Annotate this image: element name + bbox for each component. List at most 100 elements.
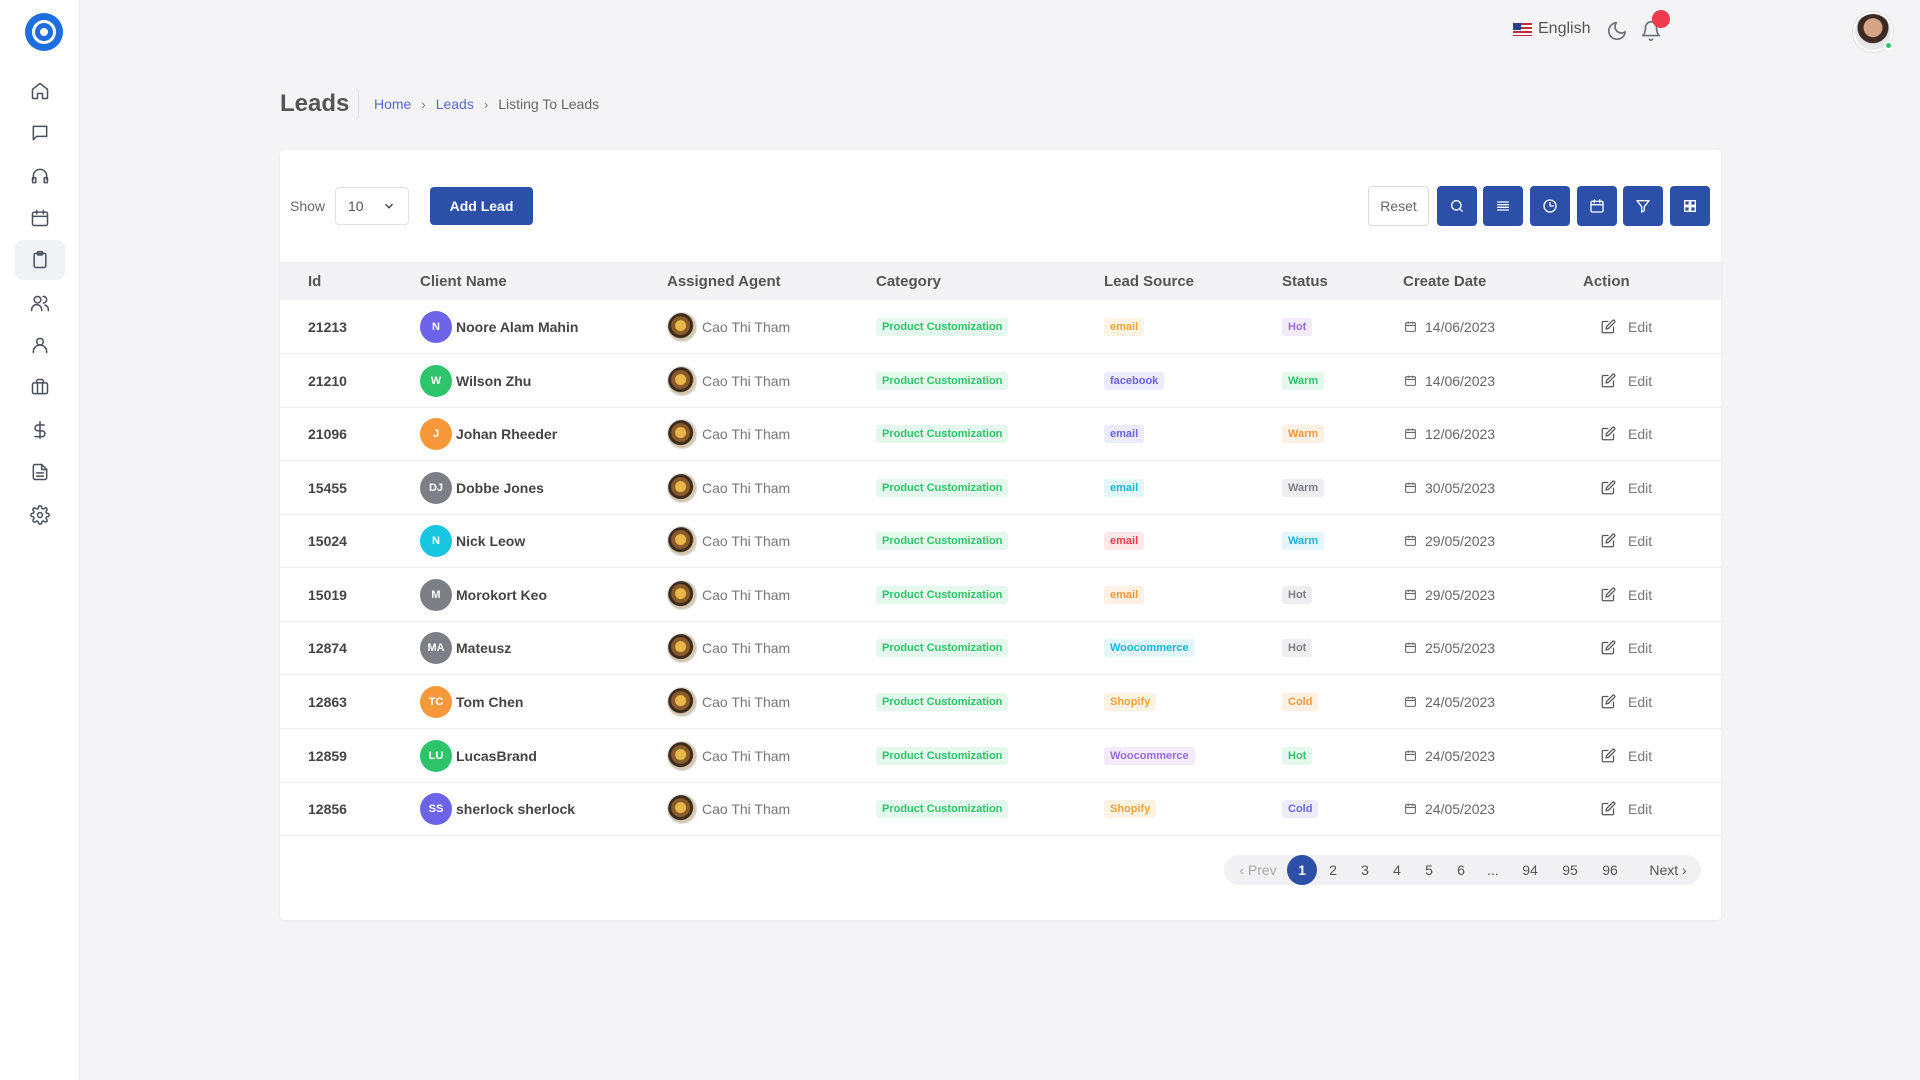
agent-cell: Cao Thi Tham xyxy=(667,300,790,353)
theme-toggle[interactable] xyxy=(1606,20,1628,42)
search-button[interactable] xyxy=(1437,186,1477,226)
sidebar-item-teams[interactable] xyxy=(15,283,65,323)
sidebar-item-chat[interactable] xyxy=(15,113,65,153)
page-button-5[interactable]: 5 xyxy=(1425,862,1433,878)
client-name[interactable]: Johan Rheeder xyxy=(456,425,558,442)
lead-id: 12859 xyxy=(308,747,347,764)
history-button[interactable] xyxy=(1530,186,1570,226)
client-name[interactable]: LucasBrand xyxy=(456,747,537,764)
table-row[interactable]: 21213 N Noore Alam Mahin Cao Thi Tham Pr… xyxy=(280,300,1721,354)
col-assigned-agent[interactable]: Assigned Agent xyxy=(667,273,781,290)
leads-card: Show 10 Add Lead Reset Id Client Name As… xyxy=(280,150,1721,920)
client-name[interactable]: Nick Leow xyxy=(456,532,526,549)
create-date: 24/05/2023 xyxy=(1425,693,1496,710)
filter-button[interactable] xyxy=(1623,186,1663,226)
edit-button[interactable]: Edit xyxy=(1601,729,1652,782)
category-badge: Product Customization xyxy=(876,478,1009,497)
page-button-6[interactable]: 6 xyxy=(1457,862,1465,878)
date-cell: 29/05/2023 xyxy=(1404,568,1495,621)
add-lead-button[interactable]: Add Lead xyxy=(430,187,533,225)
page-size-select[interactable]: 10 xyxy=(335,187,409,225)
page-button-4[interactable]: 4 xyxy=(1393,862,1401,878)
grid-view-button[interactable] xyxy=(1670,186,1710,226)
page-button-2[interactable]: 2 xyxy=(1329,862,1337,878)
app-logo[interactable] xyxy=(25,13,63,51)
source-badge: email xyxy=(1104,478,1145,497)
sidebar-item-finance[interactable] xyxy=(15,410,65,450)
col-status[interactable]: Status xyxy=(1282,273,1328,290)
table-row[interactable]: 12859 LU LucasBrand Cao Thi Tham Product… xyxy=(280,729,1721,783)
client-avatar: LU xyxy=(420,739,452,772)
col-action: Action xyxy=(1583,273,1630,290)
next-page-button[interactable]: Next › xyxy=(1649,862,1687,878)
date-filter-button[interactable] xyxy=(1577,186,1617,226)
edit-button[interactable]: Edit xyxy=(1601,675,1652,728)
edit-button[interactable]: Edit xyxy=(1601,568,1652,621)
col-lead-source[interactable]: Lead Source xyxy=(1104,273,1195,290)
page-button-96[interactable]: 96 xyxy=(1602,862,1618,878)
table-row[interactable]: 15455 DJ Dobbe Jones Cao Thi Tham Produc… xyxy=(280,461,1721,515)
client-name[interactable]: Dobbe Jones xyxy=(456,479,544,496)
page-button-1[interactable]: 1 xyxy=(1287,855,1317,885)
breadcrumb-leads[interactable]: Leads xyxy=(435,96,474,112)
table-row[interactable]: 12863 TC Tom Chen Cao Thi Tham Product C… xyxy=(280,675,1721,729)
edit-button[interactable]: Edit xyxy=(1601,300,1652,353)
client-name[interactable]: Morokort Keo xyxy=(456,586,547,603)
agent-cell: Cao Thi Tham xyxy=(667,729,790,782)
lead-id: 21213 xyxy=(308,318,347,335)
agent-avatar xyxy=(667,525,697,556)
edit-button[interactable]: Edit xyxy=(1601,621,1652,674)
col-category[interactable]: Category xyxy=(876,273,942,290)
calendar-icon xyxy=(1405,375,1416,386)
client-name[interactable]: Noore Alam Mahin xyxy=(456,318,579,335)
sidebar-item-profile[interactable] xyxy=(15,325,65,365)
table-row[interactable]: 12856 SS sherlock sherlock Cao Thi Tham … xyxy=(280,782,1721,836)
sidebar-item-home[interactable] xyxy=(15,71,65,111)
table-row[interactable]: 12874 MA Mateusz Cao Thi Tham Product Cu… xyxy=(280,621,1721,675)
notifications-button[interactable] xyxy=(1640,20,1662,42)
edit-button[interactable]: Edit xyxy=(1601,782,1652,835)
edit-button[interactable]: Edit xyxy=(1601,514,1652,567)
sidebar-item-documents[interactable] xyxy=(15,452,65,492)
table-row[interactable]: 15019 M Morokort Keo Cao Thi Tham Produc… xyxy=(280,568,1721,622)
agent-avatar xyxy=(667,632,697,663)
date-cell: 14/06/2023 xyxy=(1404,300,1495,353)
sidebar-item-calendar[interactable] xyxy=(15,198,65,238)
sidebar-item-leads[interactable] xyxy=(15,240,65,280)
client-name[interactable]: Tom Chen xyxy=(456,693,524,710)
col-create-date[interactable]: Create Date xyxy=(1403,273,1487,290)
client-name[interactable]: Wilson Zhu xyxy=(456,372,532,389)
sidebar-item-projects[interactable] xyxy=(15,367,65,407)
client-cell: J Johan Rheeder xyxy=(420,407,557,460)
edit-button[interactable]: Edit xyxy=(1601,407,1652,460)
agent-cell: Cao Thi Tham xyxy=(667,621,790,674)
lead-id: 15455 xyxy=(308,479,347,496)
client-name[interactable]: sherlock sherlock xyxy=(456,800,576,817)
breadcrumb-home[interactable]: Home xyxy=(374,96,412,112)
edit-button[interactable]: Edit xyxy=(1601,354,1652,407)
edit-button[interactable]: Edit xyxy=(1601,461,1652,514)
user-avatar[interactable] xyxy=(1853,12,1893,52)
edit-label: Edit xyxy=(1628,479,1653,496)
col-client-name[interactable]: Client Name xyxy=(420,273,507,290)
table-row[interactable]: 15024 N Nick Leow Cao Thi Tham Product C… xyxy=(280,514,1721,568)
language-selector[interactable]: English xyxy=(1513,20,1590,38)
list-view-button[interactable] xyxy=(1483,186,1523,226)
table-row[interactable]: 21210 W Wilson Zhu Cao Thi Tham Product … xyxy=(280,354,1721,408)
category-cell: Product Customization xyxy=(876,782,1009,835)
page-button-94[interactable]: 94 xyxy=(1522,862,1538,878)
status-cell: Cold xyxy=(1282,675,1319,728)
sidebar-item-settings[interactable] xyxy=(15,495,65,535)
edit-icon xyxy=(1601,319,1616,334)
client-name[interactable]: Mateusz xyxy=(456,639,512,656)
agent-cell: Cao Thi Tham xyxy=(667,461,790,514)
agent-avatar xyxy=(667,686,697,717)
file-text-icon xyxy=(32,463,48,481)
page-button-95[interactable]: 95 xyxy=(1562,862,1578,878)
table-row[interactable]: 21096 J Johan Rheeder Cao Thi Tham Produ… xyxy=(280,407,1721,461)
page-button-3[interactable]: 3 xyxy=(1361,862,1369,878)
client-avatar: J xyxy=(420,417,452,450)
sidebar-item-support[interactable] xyxy=(15,156,65,196)
reset-button[interactable]: Reset xyxy=(1368,186,1429,226)
col-id[interactable]: Id xyxy=(308,273,322,290)
